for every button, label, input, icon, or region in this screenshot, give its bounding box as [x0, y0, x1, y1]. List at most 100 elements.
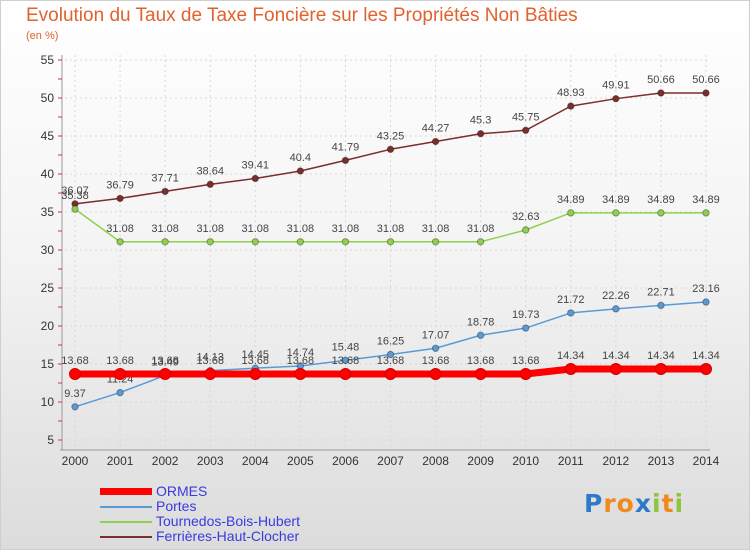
data-label: 31.08 — [332, 223, 360, 235]
data-label: 13.68 — [332, 355, 360, 367]
data-label: 14.34 — [692, 350, 720, 362]
data-point — [702, 89, 710, 97]
x-tick-label: 2014 — [693, 454, 720, 468]
data-point — [206, 238, 214, 246]
data-label: 41.79 — [332, 141, 360, 153]
data-point — [116, 238, 124, 246]
y-tick-label: 30 — [41, 243, 55, 257]
data-point — [384, 368, 397, 381]
data-point — [431, 137, 440, 146]
data-label: 50.66 — [692, 74, 720, 86]
data-point — [386, 350, 395, 359]
legend-item-tournedos: Tournedos-Bois-Hubert — [100, 513, 360, 529]
data-point — [116, 388, 124, 397]
data-label: 44.27 — [422, 123, 450, 135]
data-label: 40.4 — [290, 152, 311, 164]
legend-label-portes: Portes — [156, 498, 197, 514]
data-point — [474, 368, 487, 381]
data-label: 13.68 — [512, 355, 540, 367]
data-point — [657, 89, 665, 97]
y-tick-label: 5 — [47, 433, 54, 447]
y-tick-label: 35 — [41, 205, 55, 219]
data-point — [657, 209, 665, 217]
data-point — [296, 167, 305, 175]
data-point — [341, 356, 350, 365]
data-label: 31.08 — [106, 223, 134, 235]
data-label: 31.08 — [377, 223, 405, 235]
data-point — [702, 298, 710, 306]
data-label: 13.68 — [467, 355, 495, 367]
data-label: 50.66 — [647, 74, 675, 86]
data-label: 17.07 — [422, 329, 450, 341]
legend-item-ferrieres: Ferrières-Haut-Clocher — [100, 528, 360, 544]
legend: ORMES Portes Tournedos-Bois-Hubert Ferri… — [100, 483, 360, 544]
logo-letter: i — [652, 489, 662, 518]
data-label: 15.48 — [332, 341, 360, 353]
x-tick-label: 2007 — [377, 454, 404, 468]
legend-swatch-ferrieres — [100, 536, 152, 538]
data-label: 31.08 — [196, 223, 224, 235]
data-label: 43.25 — [377, 130, 405, 142]
data-label: 14.45 — [242, 349, 270, 361]
x-tick-label: 2002 — [152, 454, 179, 468]
legend-swatch-portes — [100, 506, 152, 508]
data-point — [429, 368, 442, 381]
data-label: 34.89 — [647, 194, 675, 206]
data-point — [476, 130, 485, 138]
data-point — [161, 187, 169, 196]
data-label: 19.73 — [512, 309, 540, 321]
x-tick-label: 2013 — [648, 454, 675, 468]
data-point — [612, 94, 620, 103]
proxiti-logo: Proxiti — [584, 489, 684, 518]
legend-swatch-tournedos — [100, 521, 152, 523]
data-point — [702, 209, 710, 217]
data-label: 34.89 — [557, 194, 585, 206]
data-point — [564, 363, 577, 376]
data-point — [609, 363, 622, 376]
data-point — [294, 368, 307, 381]
data-point — [567, 102, 575, 110]
data-label: 18.78 — [467, 316, 495, 328]
data-point — [71, 403, 79, 411]
legend-swatch-ormes — [100, 488, 152, 495]
data-label: 49.91 — [602, 80, 630, 92]
data-point — [567, 309, 575, 317]
data-label: 45.3 — [470, 115, 491, 127]
data-label: 22.71 — [647, 286, 675, 298]
x-tick-label: 2005 — [287, 454, 314, 468]
data-label: 13.68 — [151, 355, 179, 367]
data-point — [386, 145, 395, 154]
data-point — [567, 209, 575, 217]
data-point — [249, 368, 262, 381]
data-point — [251, 238, 259, 246]
data-point — [251, 174, 259, 183]
y-tick-label: 15 — [41, 357, 55, 371]
data-point — [159, 368, 172, 381]
x-tick-label: 2010 — [512, 454, 539, 468]
data-point — [522, 226, 530, 234]
legend-item-ormes: ORMES — [100, 483, 360, 499]
data-point — [431, 238, 440, 246]
data-label: 13.68 — [61, 355, 89, 367]
legend-label-tournedos: Tournedos-Bois-Hubert — [156, 513, 300, 529]
data-label: 13.68 — [106, 355, 134, 367]
data-label: 13.49 — [151, 356, 179, 368]
y-tick-label: 45 — [41, 129, 55, 143]
data-point — [612, 305, 620, 313]
data-label: 14.34 — [557, 350, 585, 362]
data-label: 13.68 — [377, 355, 405, 367]
data-label: 16.25 — [377, 336, 405, 348]
data-point — [476, 331, 485, 339]
logo-letter: r — [603, 489, 617, 518]
y-tick-label: 55 — [41, 53, 55, 67]
data-point — [161, 238, 169, 246]
x-tick-label: 2009 — [467, 454, 494, 468]
logo-letter: P — [584, 489, 604, 518]
data-label: 38.64 — [196, 165, 224, 177]
x-tick-label: 2011 — [558, 454, 584, 468]
data-label: 31.08 — [242, 223, 270, 235]
data-point — [476, 238, 485, 246]
data-point — [71, 205, 79, 213]
